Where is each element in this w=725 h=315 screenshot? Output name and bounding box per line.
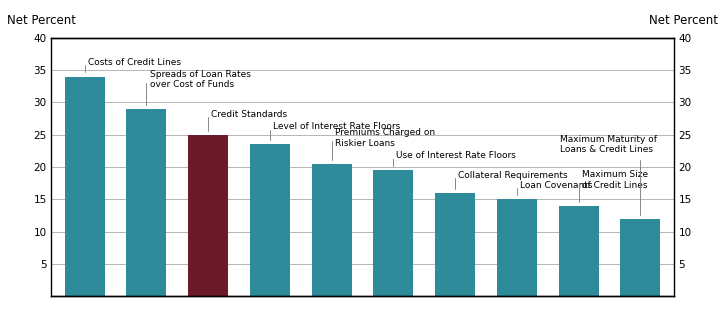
Text: Net Percent: Net Percent bbox=[7, 14, 76, 27]
Bar bbox=[65, 77, 105, 296]
Bar bbox=[558, 206, 599, 296]
Text: Loan Covenants: Loan Covenants bbox=[517, 180, 592, 195]
Text: Net Percent: Net Percent bbox=[649, 14, 718, 27]
Text: Level of Interest Rate Floors: Level of Interest Rate Floors bbox=[270, 123, 400, 140]
Text: Maximum Maturity of
Loans & Credit Lines: Maximum Maturity of Loans & Credit Lines bbox=[560, 135, 657, 215]
Text: Collateral Requirements: Collateral Requirements bbox=[455, 171, 568, 189]
Bar bbox=[250, 144, 290, 296]
Text: Maximum Size
of Credit Lines: Maximum Size of Credit Lines bbox=[579, 170, 647, 202]
Bar bbox=[312, 164, 352, 296]
Bar bbox=[188, 135, 228, 296]
Text: Use of Interest Rate Floors: Use of Interest Rate Floors bbox=[394, 152, 516, 166]
Text: Costs of Credit Lines: Costs of Credit Lines bbox=[85, 58, 181, 72]
Bar bbox=[497, 199, 537, 296]
Bar bbox=[620, 219, 660, 296]
Text: Credit Standards: Credit Standards bbox=[208, 110, 287, 131]
Bar bbox=[373, 170, 413, 296]
Bar bbox=[435, 193, 475, 296]
Text: Premiums Charged on
Riskier Loans: Premiums Charged on Riskier Loans bbox=[331, 128, 435, 160]
Text: Spreads of Loan Rates
over Cost of Funds: Spreads of Loan Rates over Cost of Funds bbox=[146, 70, 250, 105]
Bar bbox=[126, 109, 167, 296]
